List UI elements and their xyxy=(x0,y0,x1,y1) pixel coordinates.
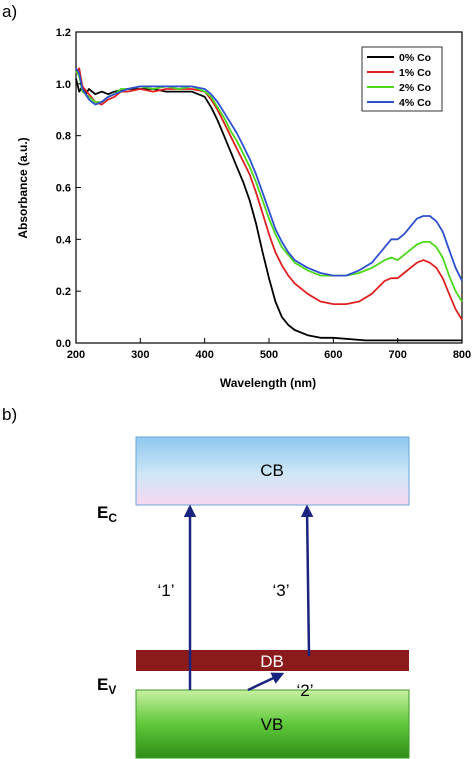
ev-label: EV xyxy=(97,675,116,697)
transition-1: ‘1’ xyxy=(157,504,197,690)
transition-3: ‘3’ xyxy=(272,504,314,657)
legend-label: 4% Co xyxy=(399,97,431,109)
legend-label: 2% Co xyxy=(399,82,431,94)
ev-subscript: V xyxy=(108,683,116,697)
ec-label: EC xyxy=(97,503,117,525)
defect-band-label: DB xyxy=(260,652,284,671)
valence-band-box xyxy=(135,689,410,759)
panel-b-label: b) xyxy=(2,405,18,424)
x-tick-label: 300 xyxy=(131,349,149,361)
x-tick-label: 600 xyxy=(324,349,342,361)
valence-band: VB xyxy=(135,689,410,759)
y-tick-label: 0.4 xyxy=(56,234,72,246)
defect-band: DB xyxy=(136,650,409,671)
y-axis-title: Absorbance (a.u.) xyxy=(16,137,30,238)
x-axis-title: Wavelength (nm) xyxy=(220,376,316,390)
transition-1-label: ‘1’ xyxy=(157,581,174,600)
conduction-band: CB xyxy=(135,436,410,506)
series-layer xyxy=(75,67,463,342)
y-axis: 0.0 0.2 0.4 0.6 0.8 1.0 1.2 xyxy=(56,27,81,350)
absorbance-chart: 200 300 400 500 600 700 800 0.0 0.2 0.4 0.6 0.8 1.0… xyxy=(16,27,471,390)
ec-subscript: C xyxy=(108,511,117,525)
transition-2: ‘2’ xyxy=(247,672,314,700)
panel-a-label: a) xyxy=(2,2,18,21)
legend-label: 0% Co xyxy=(399,52,431,64)
valence-band-label: VB xyxy=(261,715,284,734)
y-tick-label: 1.2 xyxy=(56,27,71,39)
transition-3-label: ‘3’ xyxy=(272,581,289,600)
y-tick-label: 0.6 xyxy=(56,183,71,195)
ec-level-label: EC xyxy=(97,503,117,525)
conduction-band-box xyxy=(135,436,410,506)
legend: 0% Co 1% Co 2% Co 4% Co xyxy=(361,46,443,112)
x-tick-label: 400 xyxy=(195,349,213,361)
x-tick-label: 500 xyxy=(260,349,278,361)
y-tick-label: 0.8 xyxy=(56,131,71,143)
ec-letter: E xyxy=(97,503,108,522)
series-line-4co xyxy=(75,67,463,282)
series-line-2co xyxy=(75,70,463,302)
y-tick-label: 0.0 xyxy=(56,338,71,350)
legend-label: 1% Co xyxy=(399,67,431,79)
ev-letter: E xyxy=(97,675,108,694)
x-axis: 200 300 400 500 600 700 800 xyxy=(67,338,471,361)
transition-2-label: ‘2’ xyxy=(296,681,313,700)
y-tick-label: 0.2 xyxy=(56,286,71,298)
series-line-0co xyxy=(75,78,462,342)
transition-2-arrow xyxy=(247,672,285,692)
x-tick-label: 700 xyxy=(388,349,406,361)
y-tick-label: 1.0 xyxy=(56,79,71,91)
ev-level-label: EV xyxy=(97,675,116,697)
x-tick-label: 800 xyxy=(453,349,471,361)
defect-band-box xyxy=(136,650,409,671)
transition-3-arrow xyxy=(300,504,314,657)
x-tick-label: 200 xyxy=(67,349,85,361)
conduction-band-label: CB xyxy=(260,461,284,480)
